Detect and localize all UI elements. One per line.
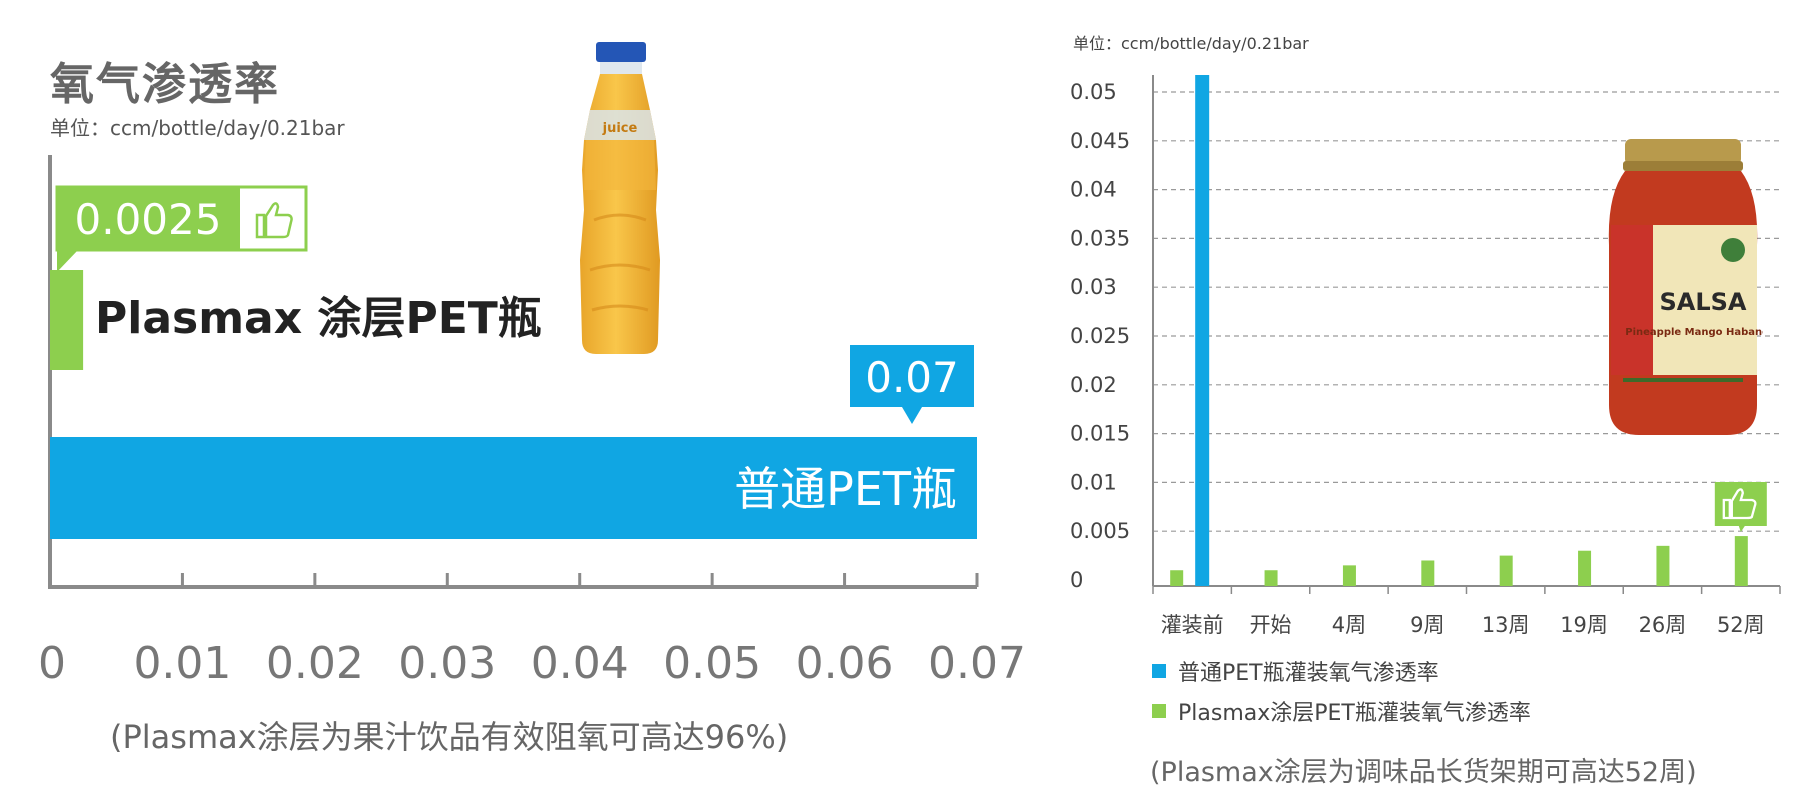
right-y-tick-label: 0.03	[1070, 275, 1117, 299]
right-x-tick-label: 26周	[1639, 613, 1687, 637]
thumbs-up-icon	[255, 202, 293, 239]
right-x-tick-label: 19周	[1560, 613, 1608, 637]
salsa-sub-text: Pineapple Mango Habanero	[1625, 327, 1763, 338]
juice-bottle-image: juice	[580, 42, 660, 354]
left-x-tick-label: 0.01	[133, 638, 231, 689]
thumbs-up-badge-icon	[1714, 482, 1767, 532]
right-chart-note: (Plasmax涂层为调味品长货架期可高达52周)	[1150, 757, 1697, 788]
right-x-tick-label: 9周	[1410, 613, 1444, 637]
left-callout-plasmax-value: 0.0025	[75, 195, 222, 244]
salsa-jar-image: SALSA Pineapple Mango Habanero	[1608, 139, 1763, 435]
right-y-tick-label: 0.05	[1070, 80, 1117, 104]
right-bar-plasmax	[1656, 545, 1670, 586]
left-x-tick-label: 0.07	[928, 638, 1026, 689]
left-x-tick-label: 0	[38, 638, 66, 689]
right-bar-regular	[1195, 75, 1210, 586]
right-chart-unit: 单位：ccm/bottle/day/0.21bar	[1073, 34, 1309, 53]
legend-item-plasmax-pet: Plasmax涂层PET瓶灌装氧气渗透率	[1152, 695, 1531, 727]
left-callout-regular-value: 0.07	[865, 353, 959, 402]
left-callout-regular-pointer	[902, 407, 922, 424]
juice-brand-text: juice	[602, 121, 638, 136]
left-x-tick-label: 0.04	[531, 638, 629, 689]
left-callout-plasmax-fill	[57, 187, 240, 250]
right-x-tick-label: 52周	[1717, 613, 1765, 637]
left-callout-regular-box	[850, 345, 974, 407]
legend-swatch-green	[1152, 704, 1166, 718]
salsa-label-text: SALSA	[1659, 288, 1746, 316]
right-y-tick-label: 0.01	[1070, 470, 1117, 494]
right-y-tick-label: 0.02	[1070, 373, 1117, 397]
right-bar-plasmax	[1264, 570, 1278, 586]
legend-swatch-blue	[1152, 664, 1166, 678]
right-y-tick-label: 0.005	[1070, 519, 1130, 543]
right-bar-plasmax	[1499, 555, 1513, 586]
left-bar-chart: 0 0.01 0.02 0.03 0.04 0.05 0.06 0.07 0.0025 Plasm…	[38, 155, 1026, 689]
left-x-tick-label: 0.05	[663, 638, 761, 689]
left-x-tick-label: 0.02	[266, 638, 364, 689]
right-bar-plasmax	[1342, 565, 1356, 586]
right-x-tick-label: 开始	[1250, 613, 1292, 637]
left-callout-plasmax-pointer	[57, 250, 78, 272]
thumbs-up-icon-shape	[255, 202, 293, 239]
right-y-tick-label: 0.015	[1070, 422, 1130, 446]
right-bar-plasmax	[1170, 570, 1184, 586]
legend-label-regular-pet: 普通PET瓶灌装氧气渗透率	[1178, 661, 1439, 686]
left-bar-plasmax-name: Plasmax 涂层PET瓶	[95, 293, 542, 344]
right-x-tick-label: 灌装前	[1161, 613, 1224, 637]
legend-item-regular-pet: 普通PET瓶灌装氧气渗透率	[1152, 655, 1439, 687]
thumbs-up-badge-shape	[1722, 488, 1757, 520]
legend-label-plasmax-pet: Plasmax涂层PET瓶灌装氧气渗透率	[1178, 701, 1531, 726]
thumbs-up-badge-pointer	[1738, 526, 1745, 532]
left-bar-regular	[50, 437, 977, 539]
left-bar-plasmax	[50, 270, 84, 370]
right-y-tick-label: 0.025	[1070, 324, 1130, 348]
right-y-tick-label: 0	[1070, 568, 1083, 592]
right-bar-plasmax	[1421, 560, 1435, 586]
left-x-tick-label: 0.03	[398, 638, 496, 689]
right-x-tick-label: 4周	[1332, 613, 1366, 637]
right-bar-plasmax	[1734, 536, 1748, 586]
right-x-tick-label: 13周	[1482, 613, 1530, 637]
left-chart-unit: 单位：ccm/bottle/day/0.21bar	[50, 116, 345, 140]
left-chart-note: (Plasmax涂层为果汁饮品有效阻氧可高达96%)	[110, 718, 789, 756]
left-bar-regular-name: 普通PET瓶	[734, 462, 957, 516]
right-y-tick-label: 0.045	[1070, 129, 1130, 153]
right-bar-plasmax	[1578, 550, 1592, 586]
left-chart-title: 氧气渗透率	[50, 59, 280, 110]
left-x-tick-label: 0.06	[796, 638, 894, 689]
right-y-tick-label: 0.035	[1070, 226, 1130, 250]
right-y-tick-label: 0.04	[1070, 178, 1117, 202]
